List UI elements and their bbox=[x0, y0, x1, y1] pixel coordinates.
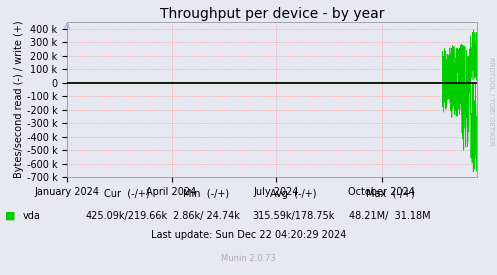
Text: RRDTOOL / TOBI OETIKER: RRDTOOL / TOBI OETIKER bbox=[488, 57, 494, 146]
Text: Min  (-/+): Min (-/+) bbox=[183, 189, 229, 199]
Text: ■: ■ bbox=[5, 211, 15, 221]
Text: Avg  (-/+): Avg (-/+) bbox=[270, 189, 317, 199]
Text: Last update: Sun Dec 22 04:20:29 2024: Last update: Sun Dec 22 04:20:29 2024 bbox=[151, 230, 346, 240]
Text: Cur  (-/+): Cur (-/+) bbox=[104, 189, 150, 199]
Text: 315.59k/178.75k: 315.59k/178.75k bbox=[252, 211, 334, 221]
Title: Throughput per device - by year: Throughput per device - by year bbox=[160, 7, 384, 21]
Text: 2.86k/ 24.74k: 2.86k/ 24.74k bbox=[173, 211, 240, 221]
Text: Max  (-/+): Max (-/+) bbox=[366, 189, 414, 199]
Text: 425.09k/219.66k: 425.09k/219.66k bbox=[85, 211, 168, 221]
Text: Munin 2.0.73: Munin 2.0.73 bbox=[221, 254, 276, 263]
Y-axis label: Bytes/second read (-) / write (+): Bytes/second read (-) / write (+) bbox=[14, 21, 24, 178]
Text: 48.21M/  31.18M: 48.21M/ 31.18M bbox=[349, 211, 431, 221]
Text: vda: vda bbox=[22, 211, 40, 221]
